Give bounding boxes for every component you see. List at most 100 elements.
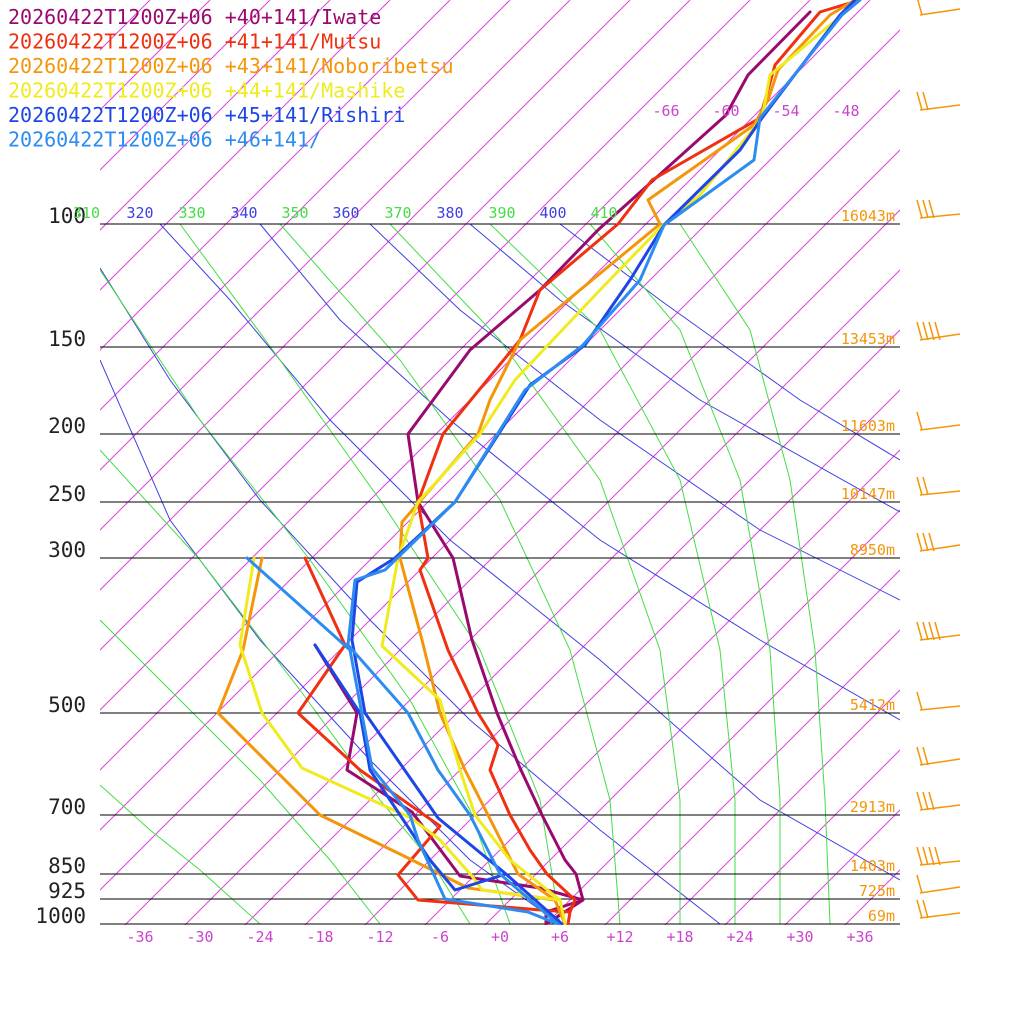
wind-barb [916, 321, 961, 341]
wind-barb [916, 411, 961, 431]
theta-line [259, 223, 900, 721]
moist-adiabat-line [589, 223, 781, 924]
pressure-label-100: 100 [48, 204, 86, 228]
height-label-850: 1403m [850, 857, 895, 875]
temp-tick-label: +30 [786, 928, 813, 946]
isobars [100, 223, 900, 925]
moist-adiabat-line [100, 449, 471, 925]
wind-barb [916, 199, 961, 219]
isotherm-line [100, 0, 271, 171]
height-label-250: 10147m [841, 485, 895, 503]
pressure-label-250: 250 [48, 482, 86, 506]
temp-tick-label: -12 [366, 928, 393, 946]
pressure-label-700: 700 [48, 795, 86, 819]
isotherm-line [900, 0, 1024, 930]
legend-entry-2: 20260422T1200Z+06 +41+141/Mutsu [8, 30, 381, 54]
top-temp-label: -54 [772, 102, 799, 120]
theta-line [559, 223, 900, 461]
theta-line [100, 359, 561, 925]
temp-tick-label: -30 [186, 928, 213, 946]
temp-tick-label: -6 [431, 928, 449, 946]
wind-barb [916, 691, 961, 711]
temp-tick-label: +6 [551, 928, 569, 946]
wind-barb [916, 91, 961, 111]
legend-entry-6: 20260422T1200Z+06 +46+141/ [8, 128, 321, 152]
wind-barb [916, 874, 961, 894]
isotherm-line [304, 329, 900, 925]
top-temp-label: -48 [832, 102, 859, 120]
wind-barb [916, 791, 961, 811]
isotherm-line [124, 149, 900, 925]
isotherm-line [100, 0, 451, 351]
isotherm-line [100, 89, 900, 891]
legend-entry-3: 20260422T1200Z+06 +43+141/Noboribetsu [8, 54, 454, 78]
height-label-100: 16043m [841, 207, 895, 225]
isotherm-line [960, 0, 1024, 930]
temp-tick-label: -36 [126, 928, 153, 946]
pressure-label-1000: 1000 [35, 904, 86, 928]
isotherm-line [424, 449, 900, 925]
wind-barb [916, 532, 961, 552]
wind-barbs [916, 0, 961, 919]
temp-tick-label: +0 [491, 928, 509, 946]
pressure-label-500: 500 [48, 693, 86, 717]
theta-label: 370 [384, 204, 411, 222]
height-label-500: 5412m [850, 696, 895, 714]
theta-line [469, 223, 900, 513]
isotherm-line [604, 629, 900, 925]
top-temp-label: -60 [712, 102, 739, 120]
isotherm-line [100, 0, 391, 291]
temp-tick-label: +18 [666, 928, 693, 946]
moist-adiabat-line [100, 784, 261, 925]
theta-label: 360 [332, 204, 359, 222]
isotherm-line [484, 509, 900, 925]
isotherm-line [100, 0, 691, 591]
isotherm-line [364, 389, 900, 925]
isotherm-line [100, 0, 751, 651]
legend-entry-1: 20260422T1200Z+06 +40+141/Iwate [8, 5, 381, 29]
profile-line-2 [296, 0, 862, 925]
height-label-1000: 69m [868, 907, 895, 925]
pressure-label-925: 925 [48, 879, 86, 903]
moist-adiabat-line [389, 223, 681, 924]
theta-label: 410 [590, 204, 617, 222]
theta-label: 350 [281, 204, 308, 222]
moist-adiabat-line [679, 223, 831, 925]
isotherm-line [184, 209, 900, 925]
wind-barb [916, 621, 961, 641]
isotherm-line [100, 0, 331, 231]
moist-adiabat-line [489, 223, 736, 924]
height-label-300: 8950m [850, 541, 895, 559]
pressure-label-850: 850 [48, 854, 86, 878]
isotherm-line [664, 689, 900, 925]
pressure-label-200: 200 [48, 414, 86, 438]
theta-label: 380 [436, 204, 463, 222]
isotherm-line [1020, 0, 1024, 930]
theta-label: 320 [126, 204, 153, 222]
temp-tick-label: -18 [306, 928, 333, 946]
wind-barb [917, 0, 961, 16]
theta-line [369, 223, 900, 601]
profile-line-4 [238, 0, 862, 925]
height-label-200: 11603m [841, 417, 895, 435]
isotherm-line [100, 0, 571, 471]
pressure-label-300: 300 [48, 538, 86, 562]
isotherm-line [244, 269, 900, 925]
theta-label: 400 [539, 204, 566, 222]
isotherm-line [724, 749, 900, 925]
isotherm-line [100, 0, 871, 771]
isotherm-line [544, 569, 900, 925]
legend-entry-4: 20260422T1200Z+06 +44+141/Mashike [8, 79, 405, 103]
temp-tick-label: +12 [606, 928, 633, 946]
wind-barb [916, 746, 961, 766]
isotherm-line [844, 869, 900, 925]
height-label-925: 725m [859, 882, 895, 900]
height-label-700: 2913m [850, 798, 895, 816]
isotherm-line [100, 0, 811, 711]
moist-adiabat-line [279, 223, 621, 925]
legend: 20260422T1200Z+06 +40+141/Iwate20260422T… [8, 5, 454, 152]
temperature-profiles [216, 0, 862, 925]
theta-label: 390 [488, 204, 515, 222]
wind-barb [916, 846, 961, 866]
profile-line-5 [313, 0, 857, 925]
